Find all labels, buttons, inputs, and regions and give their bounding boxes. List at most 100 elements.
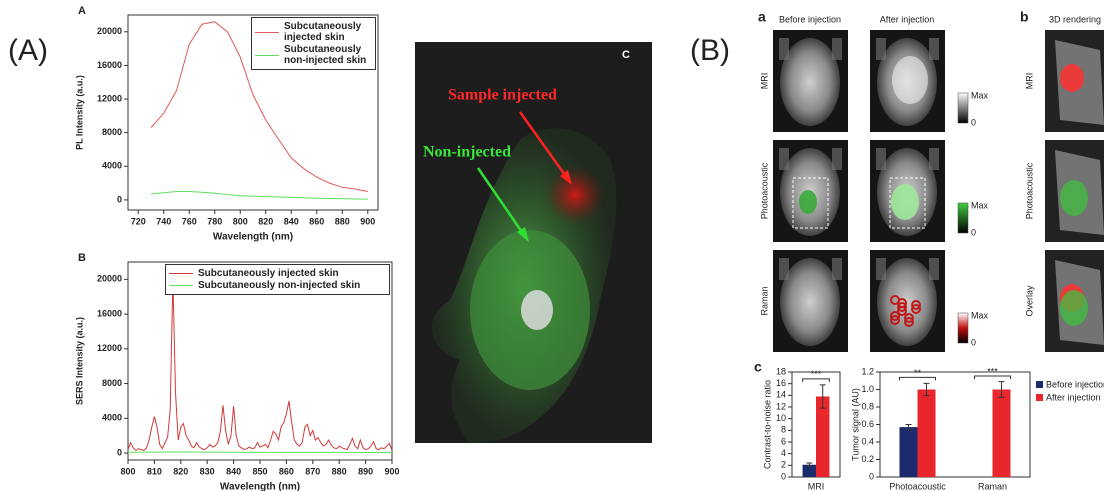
y-tick-label: 0 <box>781 471 786 481</box>
y-tick-label: 4 <box>781 448 786 458</box>
x-tick-label: MRI <box>808 481 825 491</box>
legend-label: Subcutaneously non-injected skin <box>198 280 361 291</box>
scan <box>832 148 842 170</box>
annotation: Non-injected <box>423 144 511 161</box>
legend-swatch <box>169 285 193 286</box>
scan <box>779 148 789 170</box>
scan <box>832 38 842 60</box>
y-tick-label: 6 <box>781 436 786 446</box>
render <box>1060 180 1088 216</box>
significance: *** <box>987 366 998 376</box>
x-tick-label: 850 <box>252 466 267 476</box>
x-tick-label: 830 <box>200 466 215 476</box>
y-tick-label: 0 <box>117 447 122 457</box>
roi <box>792 177 829 229</box>
significance-bracket <box>974 375 1011 379</box>
line-series <box>127 277 393 452</box>
scan-images <box>773 30 1104 352</box>
row-label: Photoacoustic <box>1024 162 1034 219</box>
legend-swatch <box>255 31 279 33</box>
scan <box>876 38 886 60</box>
error-bar <box>923 382 930 397</box>
colorbar-label: 0 <box>971 117 976 127</box>
y-axis-label: Contrast-to-noise ratio <box>762 380 772 469</box>
y-tick-label: 4000 <box>102 413 122 423</box>
x-tick-label: 800 <box>120 466 135 476</box>
panel-label: C <box>622 49 630 61</box>
significance: *** <box>811 369 822 379</box>
scan <box>779 258 789 280</box>
y-tick-label: 4000 <box>102 161 122 171</box>
scan <box>929 258 939 280</box>
y-axis-label: Tumor signal (AU) <box>850 388 860 461</box>
figure-label: (B) <box>690 34 730 67</box>
x-tick-label: 880 <box>332 466 347 476</box>
row-label: Overlay <box>1024 285 1034 317</box>
y-tick-label: 10 <box>776 413 786 423</box>
bar <box>816 396 830 477</box>
significance-bracket <box>899 376 936 381</box>
render <box>1060 290 1088 326</box>
row-label: MRI <box>1024 73 1034 90</box>
y-tick-label: 0.4 <box>861 436 874 446</box>
x-tick-label: Raman <box>978 481 1007 491</box>
y-tick-label: 12 <box>776 401 786 411</box>
scan <box>799 190 817 214</box>
panel-label: B <box>78 252 86 264</box>
row-label: Raman <box>759 286 769 315</box>
scan <box>891 184 919 220</box>
y-tick-label: 0.6 <box>861 419 874 429</box>
y-tick-label: 0.8 <box>861 401 874 411</box>
y-tick-label: 0 <box>869 471 874 481</box>
legend-label: Before injection <box>1046 379 1104 389</box>
y-tick-label: 16 <box>776 378 786 388</box>
error-bar <box>998 381 1005 398</box>
x-tick-label: 900 <box>360 216 375 226</box>
legend-swatch <box>255 54 279 56</box>
scan <box>876 258 886 280</box>
x-tick-label: 820 <box>258 216 273 226</box>
fluorescence-image <box>415 42 652 444</box>
panel-label: A <box>78 5 86 17</box>
scan <box>779 38 789 60</box>
bar <box>992 389 1011 477</box>
colorbar-label: Max <box>971 200 989 210</box>
y-tick-label: 8000 <box>102 378 122 388</box>
line-series <box>150 21 368 192</box>
y-tick-label: 1.2 <box>861 366 874 376</box>
x-tick-label: 860 <box>309 216 324 226</box>
scan <box>929 38 939 60</box>
y-tick-label: 20000 <box>97 26 122 36</box>
legend-label: Subcutaneously non-injected skin <box>284 44 367 66</box>
bar <box>899 427 918 477</box>
x-tick-label: 810 <box>147 466 162 476</box>
legend: Subcutaneously injected skinSubcutaneous… <box>165 264 390 295</box>
scan <box>890 315 900 325</box>
panel-label: b <box>1020 9 1029 25</box>
significance-bracket <box>802 378 830 382</box>
colorbar-label: Max <box>971 310 989 320</box>
legend-swatch <box>1036 394 1043 401</box>
row-label: Photoacoustic <box>759 162 769 219</box>
line-series <box>127 451 393 453</box>
colorbar-label: Max <box>971 90 989 100</box>
x-tick-label: 840 <box>226 466 241 476</box>
error-bar <box>806 462 813 467</box>
x-tick-label: 870 <box>305 466 320 476</box>
legend: Subcutaneously injected skinSubcutaneous… <box>251 17 376 70</box>
x-tick-label: 900 <box>384 466 399 476</box>
y-tick-label: 12000 <box>97 93 122 103</box>
x-tick-label: 740 <box>156 216 171 226</box>
scan <box>897 302 907 312</box>
roi <box>889 177 926 229</box>
x-tick-label: 840 <box>284 216 299 226</box>
y-tick-label: 16000 <box>97 60 122 70</box>
figure-label: (A) <box>8 34 48 67</box>
x-tick-label: 880 <box>335 216 350 226</box>
column-title: After injection <box>880 14 935 24</box>
legend-swatch <box>1036 381 1043 388</box>
y-tick-label: 12000 <box>97 343 122 353</box>
y-axis-label: PL Intensity (a.u.) <box>74 75 84 150</box>
column-title: 3D rendering <box>1049 14 1101 24</box>
